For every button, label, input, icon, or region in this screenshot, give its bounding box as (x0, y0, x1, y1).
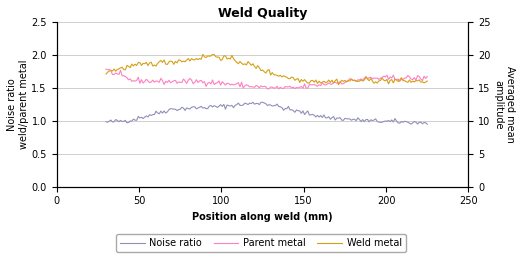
Weld metal (116, 67, 122, 70)
Line: Noise ratio: Noise ratio (106, 102, 428, 124)
Weld metal (400, 79, 406, 82)
Parent metal (424, 75, 431, 78)
Weld metal (122, 68, 128, 71)
Weld metal (103, 72, 109, 76)
Legend: Noise ratio, Parent metal, Weld metal: Noise ratio, Parent metal, Weld metal (116, 234, 406, 252)
Weld metal (162, 63, 169, 66)
Parent metal (188, 78, 195, 81)
Noise ratio (162, 112, 169, 115)
Weld metal (188, 57, 195, 60)
Line: Parent metal: Parent metal (106, 69, 428, 89)
Weld metal (200, 53, 206, 56)
Weld metal (424, 79, 431, 82)
Parent metal (122, 75, 128, 78)
Noise ratio (398, 120, 405, 123)
Noise ratio (424, 123, 431, 126)
Parent metal (162, 80, 169, 83)
Parent metal (410, 78, 416, 81)
Weld metal (411, 80, 418, 84)
Noise ratio (122, 119, 128, 122)
Line: Weld metal: Weld metal (106, 54, 428, 85)
Noise ratio (103, 120, 109, 123)
Noise ratio (259, 101, 266, 104)
Noise ratio (410, 121, 416, 124)
Noise ratio (116, 120, 122, 123)
Parent metal (103, 68, 109, 71)
Noise ratio (188, 106, 195, 109)
Weld metal (335, 83, 341, 86)
Title: Weld Quality: Weld Quality (218, 7, 307, 20)
Parent metal (398, 77, 405, 80)
Parent metal (116, 73, 122, 76)
Y-axis label: Averaged mean
amplitude: Averaged mean amplitude (493, 66, 515, 143)
Y-axis label: Noise ratio
weld/parent metal: Noise ratio weld/parent metal (7, 60, 29, 149)
Parent metal (264, 87, 270, 90)
X-axis label: Position along weld (mm): Position along weld (mm) (192, 212, 333, 222)
